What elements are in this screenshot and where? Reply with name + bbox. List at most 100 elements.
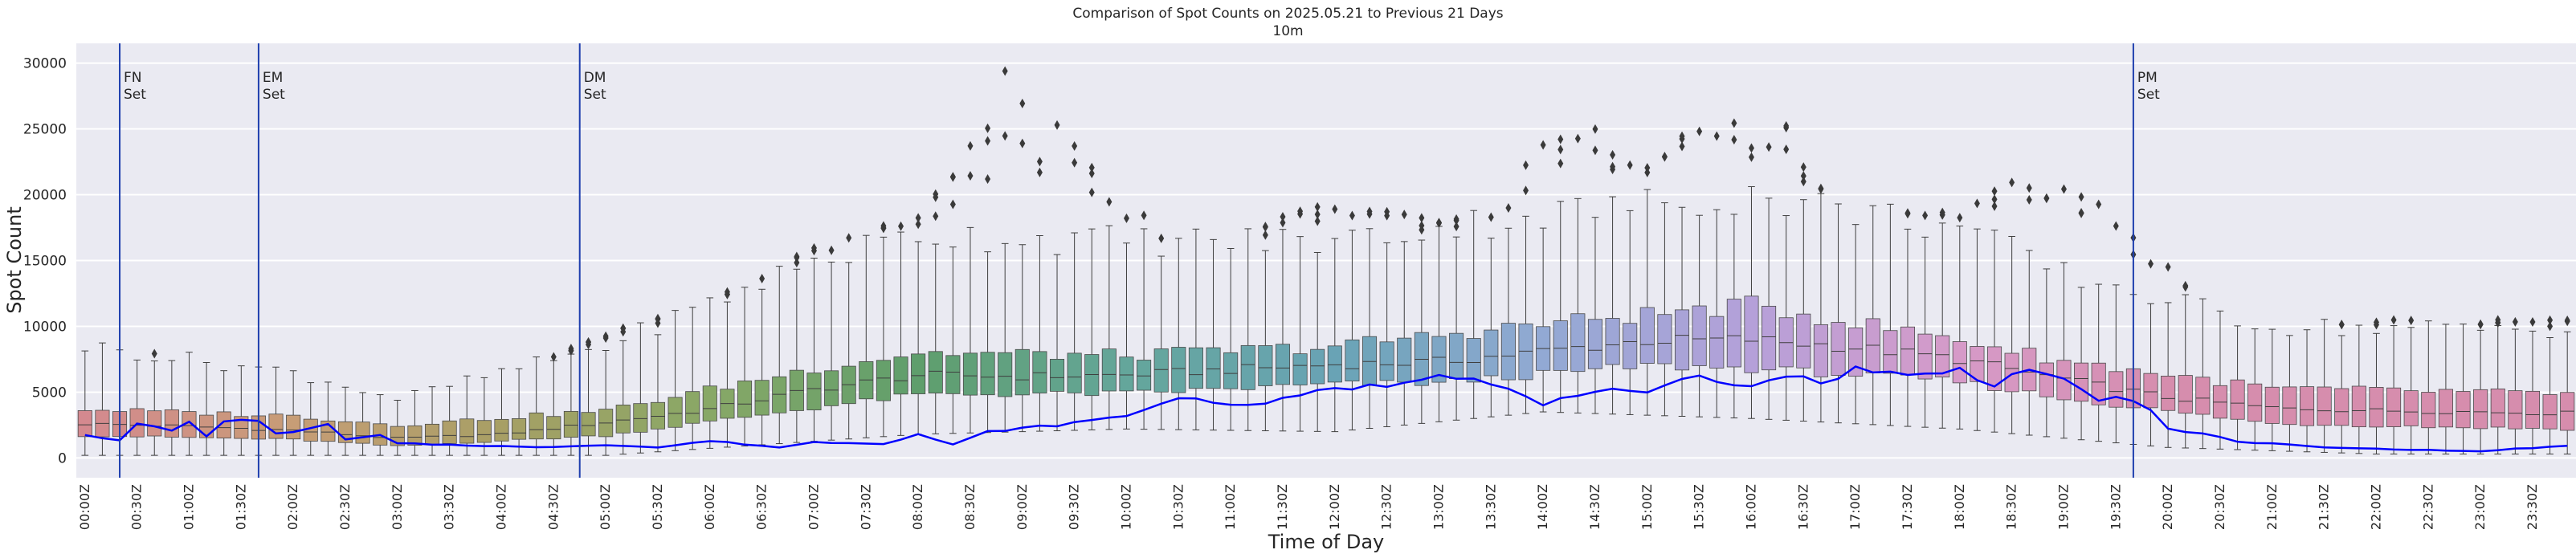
outlier-point	[1088, 187, 1095, 198]
box-iqr	[1397, 337, 1412, 383]
outlier-point	[1627, 160, 1633, 170]
today-spot-count-line	[84, 365, 2568, 453]
box-iqr	[1484, 329, 1499, 377]
box-iqr	[1657, 314, 1672, 365]
x-tick-label: 00:30Z	[129, 484, 145, 530]
box-iqr	[529, 412, 544, 440]
chart-subtitle: 10m	[1272, 23, 1303, 39]
outlier-point	[794, 252, 800, 263]
box-iqr	[1223, 352, 1239, 389]
outlier-point	[1419, 213, 1425, 223]
box-iqr	[1431, 336, 1447, 383]
outlier-point	[1991, 194, 1998, 205]
box-iqr	[2074, 362, 2089, 402]
x-tick-label: 17:30Z	[1900, 484, 1915, 530]
box-iqr	[1327, 345, 1342, 383]
outlier-point	[1435, 218, 1442, 228]
outlier-point	[1766, 142, 1772, 153]
outlier-point	[2182, 282, 2189, 292]
box-iqr	[1553, 320, 1568, 371]
outlier-point	[1991, 201, 1998, 211]
outlier-point	[1036, 157, 1043, 167]
x-tick-label: 21:00Z	[2264, 484, 2280, 530]
outlier-point	[915, 219, 921, 230]
outlier-point	[1488, 212, 1494, 222]
box-iqr	[424, 423, 440, 445]
box-iqr	[147, 410, 162, 437]
outlier-point	[949, 199, 956, 210]
box-iqr	[2195, 377, 2211, 415]
outlier-point	[1158, 233, 1165, 243]
box-iqr	[980, 352, 995, 396]
x-tick-label: 06:30Z	[754, 484, 770, 530]
box-iqr	[962, 352, 978, 396]
box-iqr	[1119, 356, 1134, 392]
box-iqr	[563, 410, 578, 438]
outlier-point	[2113, 221, 2119, 231]
outlier-point	[2009, 177, 2015, 188]
outlier-point	[2060, 184, 2067, 194]
outlier-point	[967, 171, 974, 181]
box-iqr	[1639, 307, 1655, 364]
outlier-point	[1314, 216, 1321, 226]
box-iqr	[2161, 376, 2176, 411]
box-iqr	[1137, 360, 1152, 391]
box-iqr	[1361, 336, 1378, 386]
outlier-point	[1610, 149, 1616, 160]
outlier-point	[2078, 192, 2084, 202]
box-iqr	[928, 351, 943, 393]
box-iqr	[581, 412, 596, 437]
box-iqr	[1796, 313, 1811, 369]
x-tick-label: 20:00Z	[2160, 484, 2175, 530]
box-iqr	[1848, 327, 1864, 377]
box-iqr	[1970, 346, 1985, 382]
box-iqr	[1500, 323, 1516, 381]
x-tick-label: 14:30Z	[1587, 484, 1602, 530]
x-tick-labels: 00:00Z 00:30Z 01:00Z 01:30Z 02:00Z 02:30Z 03:0…	[77, 484, 2540, 530]
box-iqr	[945, 355, 961, 394]
outlier-point	[2529, 317, 2536, 328]
box-iqr	[2230, 379, 2245, 420]
x-tick-label: 19:00Z	[2055, 484, 2071, 530]
outlier-point	[550, 352, 557, 362]
outlier-point	[1002, 66, 1008, 76]
box-iqr	[2403, 390, 2419, 426]
box-iqr	[650, 401, 666, 430]
x-tick-label: 03:30Z	[442, 484, 457, 530]
outlier-point	[1384, 206, 1390, 217]
box-iqr	[1692, 305, 1707, 366]
y-tick-labels: 0 5000 10000 15000 20000 25000 30000	[23, 56, 67, 467]
box-iqr	[1258, 345, 1273, 386]
box-iqr	[893, 356, 908, 395]
x-tick-label: 08:30Z	[962, 484, 978, 530]
outlier-point	[1349, 210, 1355, 221]
x-tick-label: 02:30Z	[337, 484, 353, 530]
box-iqr	[1587, 319, 1603, 369]
box-iqr	[1917, 333, 1933, 380]
x-tick-label: 01:30Z	[233, 484, 248, 530]
box-iqr	[355, 422, 370, 444]
x-tick-label: 21:30Z	[2317, 484, 2332, 530]
x-tick-label: 08:00Z	[910, 484, 925, 530]
box-iqr	[1709, 316, 1725, 369]
box-iqr	[216, 411, 231, 439]
box-iqr	[1952, 341, 1967, 384]
outlier-point	[810, 242, 817, 253]
box-iqr	[1744, 295, 1759, 373]
outlier-point	[759, 273, 765, 283]
x-tick-label: 19:30Z	[2108, 484, 2123, 530]
x-tick-label: 07:30Z	[858, 484, 873, 530]
outlier-point	[1800, 162, 1806, 173]
outlier-point	[915, 213, 921, 223]
box-iqr	[2334, 388, 2349, 426]
x-tick-label: 17:00Z	[1847, 484, 1863, 530]
outlier-point	[1783, 145, 1790, 155]
marker-sublabel: Set	[263, 87, 285, 103]
box-iqr	[1310, 348, 1325, 385]
box-iqr	[772, 376, 787, 413]
outlier-point	[1800, 171, 1806, 181]
box-iqr	[77, 410, 92, 438]
box-iqr	[2490, 388, 2505, 428]
outlier-point	[586, 337, 592, 348]
outlier-point	[1523, 160, 1529, 170]
